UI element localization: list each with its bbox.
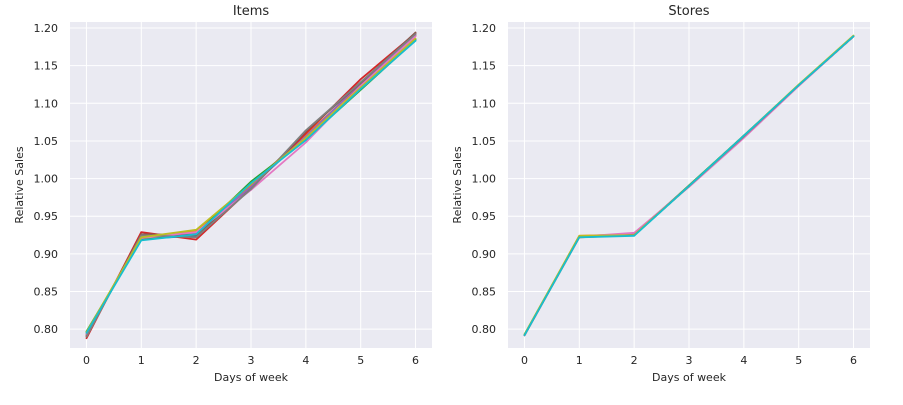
items-x-axis-label: Days of week — [214, 371, 289, 384]
items-y-tick-label: 0.90 — [34, 248, 59, 261]
stores-y-axis-label: Relative Sales — [451, 146, 464, 223]
items-x-tick-label: 0 — [83, 354, 90, 367]
items-x-tick-label: 2 — [193, 354, 200, 367]
items-y-tick-label: 0.95 — [34, 210, 59, 223]
items-y-tick-label: 1.20 — [34, 22, 59, 35]
stores-x-tick-label: 5 — [795, 354, 802, 367]
stores-tick-labels: 0.80 0.85 0.90 0.95 1.00 1.05 1.10 1.15 1.20 0 1 2 3… — [472, 22, 858, 367]
stores-series-line-10 — [523, 35, 855, 337]
stores-y-tick-label: 1.20 — [472, 22, 497, 35]
items-y-tick-label: 1.00 — [34, 173, 59, 186]
items-series-line-10 — [85, 39, 417, 334]
stores-y-tick-label: 1.05 — [472, 135, 497, 148]
items-x-tick-label: 1 — [138, 354, 145, 367]
stores-x-tick-label: 4 — [740, 354, 747, 367]
items-x-tick-label: 3 — [248, 354, 255, 367]
stores-y-tick-label: 0.95 — [472, 210, 497, 223]
stores-y-tick-label: 1.00 — [472, 173, 497, 186]
stores-y-tick-label: 0.90 — [472, 248, 497, 261]
items-tick-labels: 0.80 0.85 0.90 0.95 1.00 1.05 1.10 1.15 1.20 0 1 2 3… — [34, 22, 420, 367]
items-x-tick-label: 6 — [412, 354, 419, 367]
stores-y-tick-label: 1.15 — [472, 60, 497, 73]
stores-x-tick-label: 3 — [686, 354, 693, 367]
items-x-tick-label: 5 — [357, 354, 364, 367]
stores-x-tick-label: 6 — [850, 354, 857, 367]
items-y-tick-label: 1.15 — [34, 60, 59, 73]
items-y-tick-label: 1.05 — [34, 135, 59, 148]
stores-y-tick-label: 0.85 — [472, 286, 497, 299]
items-y-tick-label: 1.10 — [34, 97, 59, 110]
stores-chart-title: Stores — [668, 4, 709, 19]
items-series-line-8 — [85, 33, 417, 338]
items-y-tick-label: 0.85 — [34, 286, 59, 299]
items-chart-title: Items — [233, 4, 270, 19]
items-y-tick-label: 0.80 — [34, 323, 59, 336]
stores-y-tick-label: 0.80 — [472, 323, 497, 336]
stores-series-group — [523, 34, 855, 337]
stores-y-tick-label: 1.10 — [472, 97, 497, 110]
stores-x-tick-label: 1 — [576, 354, 583, 367]
items-x-tick-label: 4 — [302, 354, 309, 367]
items-chart: 0.80 0.85 0.90 0.95 1.00 1.05 1.10 1.15 1.20 0 1 2 3… — [13, 4, 432, 384]
stores-x-tick-label: 2 — [631, 354, 638, 367]
stores-x-tick-label: 0 — [521, 354, 528, 367]
items-series-group — [85, 31, 417, 340]
stores-chart: 0.80 0.85 0.90 0.95 1.00 1.05 1.10 1.15 1.20 0 1 2 3… — [451, 4, 870, 384]
stores-grid — [508, 22, 870, 348]
stores-x-axis-label: Days of week — [652, 371, 727, 384]
items-y-axis-label: Relative Sales — [13, 146, 26, 223]
